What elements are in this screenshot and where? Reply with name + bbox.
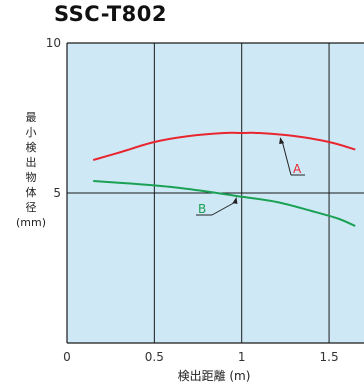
x-tick-label: 1 [238,350,246,364]
x-tick-label: 1.5 [320,350,339,364]
x-axis-label: 検出距離 (m) [178,369,251,383]
series-B-line [93,180,356,227]
y-axis-label-text: 最小検出物体径 [25,111,37,214]
callout-A-arrowhead [279,137,285,145]
series-B-label: B [198,202,206,216]
y-axis-unit: (mm) [15,216,46,229]
y-tick-label: 5 [53,186,61,200]
callout-B-arrowhead [232,197,238,204]
chart-title: SSC-T802 [54,2,167,26]
x-tick-label: 0 [63,350,71,364]
y-tick-label: 10 [46,36,61,50]
series-A-line [92,131,356,161]
callout-A-leader [281,140,292,176]
series-A-label: A [293,162,302,176]
callout-B-leader [211,201,236,216]
y-axis-label: 最小検出物体径 (mm) [8,110,54,230]
x-tick-label: 0.5 [145,350,164,364]
